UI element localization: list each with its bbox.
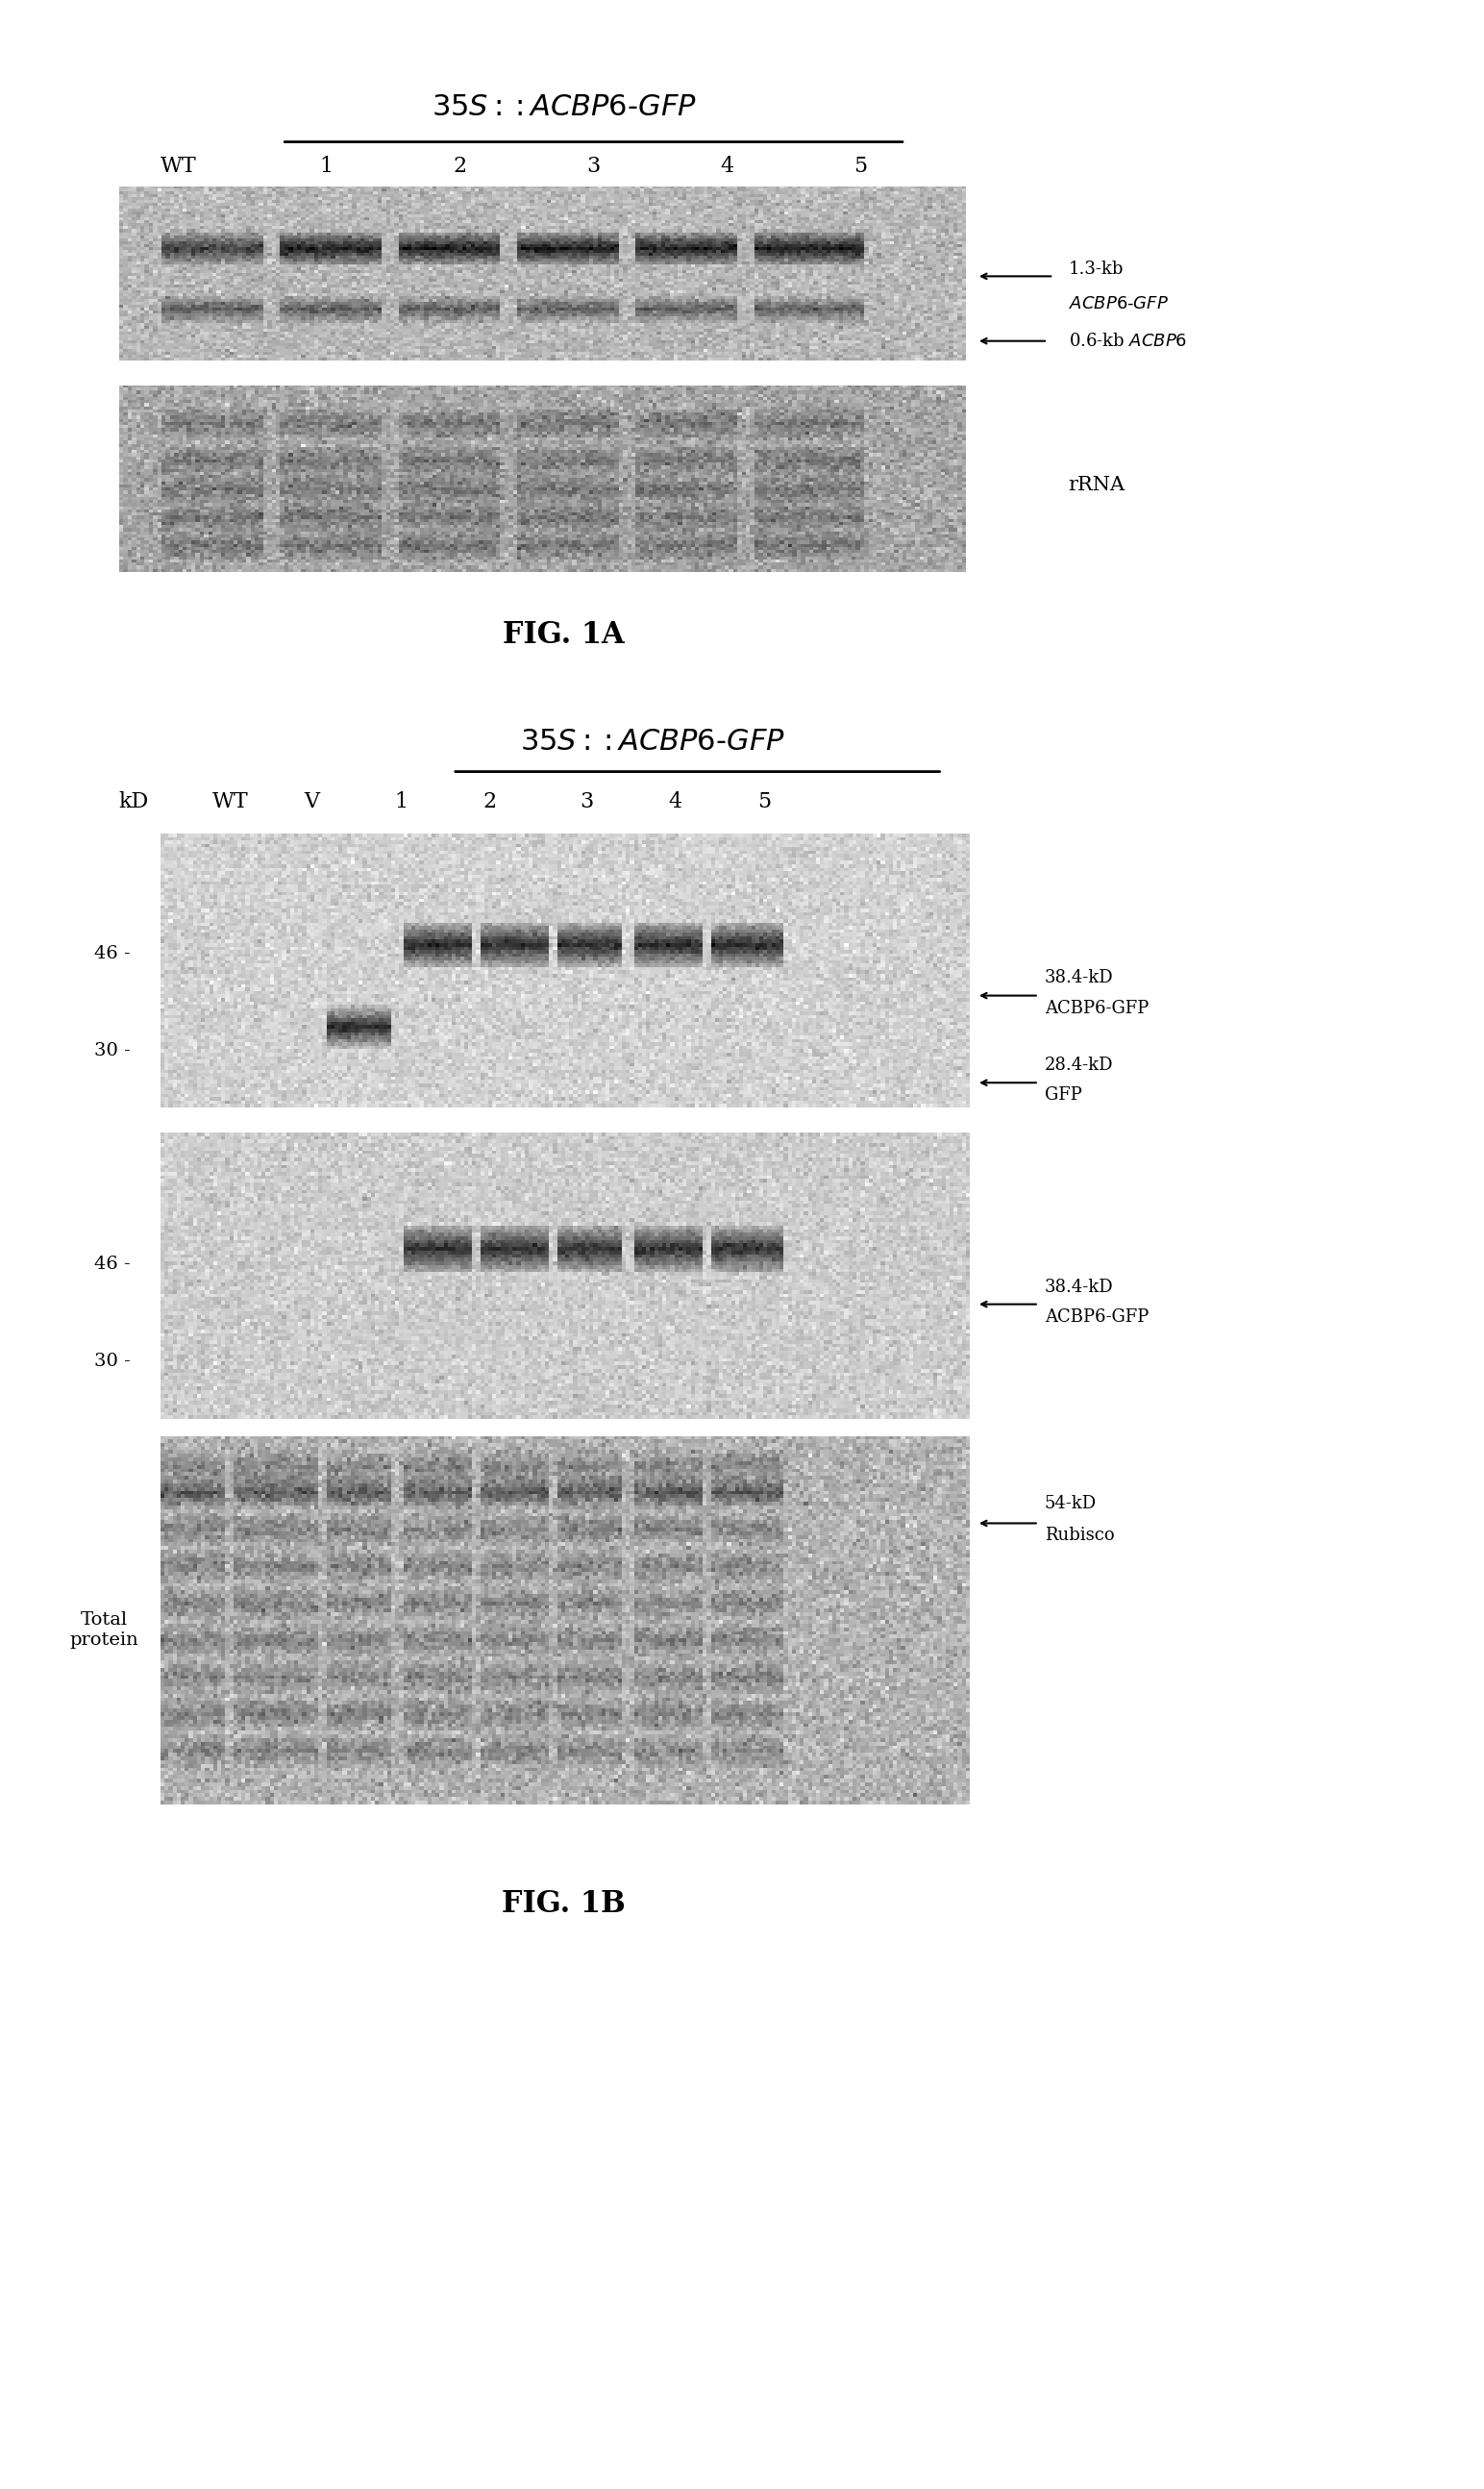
Text: 3: 3 (579, 792, 594, 811)
Text: GFP: GFP (1045, 1088, 1082, 1103)
Text: 46 -: 46 - (95, 946, 131, 961)
Text: 28.4-kD: 28.4-kD (1045, 1058, 1113, 1073)
Text: 2: 2 (453, 157, 467, 177)
Text: FIG. 1B: FIG. 1B (502, 1889, 626, 1919)
Text: WT: WT (160, 157, 196, 177)
Text: 4: 4 (668, 792, 683, 811)
Text: 5: 5 (757, 792, 772, 811)
Text: 46 -: 46 - (95, 1257, 131, 1272)
Text: rRNA: rRNA (1068, 475, 1125, 495)
Text: Rubisco: Rubisco (1045, 1528, 1114, 1543)
Text: 1: 1 (319, 157, 334, 177)
Text: 5: 5 (853, 157, 868, 177)
Text: 1: 1 (393, 792, 408, 811)
Text: ACBP6-GFP: ACBP6-GFP (1045, 1001, 1149, 1016)
Text: Total
protein: Total protein (70, 1613, 138, 1648)
Text: 38.4-kD: 38.4-kD (1045, 971, 1113, 986)
Text: V: V (304, 792, 319, 811)
Text: kD: kD (119, 792, 148, 811)
Text: 0.6-kb $\mathit{ACBP6}$: 0.6-kb $\mathit{ACBP6}$ (1068, 334, 1187, 348)
Text: $\mathit{35S::ACBP6\text{-}GFP}$: $\mathit{35S::ACBP6\text{-}GFP}$ (432, 92, 696, 122)
Text: 30 -: 30 - (95, 1043, 131, 1058)
Text: 3: 3 (586, 157, 601, 177)
Text: $\mathit{ACBP6\text{-}GFP}$: $\mathit{ACBP6\text{-}GFP}$ (1068, 296, 1168, 311)
Text: 2: 2 (482, 792, 497, 811)
Text: 30 -: 30 - (95, 1354, 131, 1369)
Text: 54-kD: 54-kD (1045, 1496, 1097, 1511)
Text: ACBP6-GFP: ACBP6-GFP (1045, 1309, 1149, 1324)
Text: WT: WT (212, 792, 248, 811)
Text: 4: 4 (720, 157, 735, 177)
Text: FIG. 1A: FIG. 1A (503, 620, 625, 650)
Text: 38.4-kD: 38.4-kD (1045, 1279, 1113, 1294)
Text: $\mathit{35S::ACBP6\text{-}GFP}$: $\mathit{35S::ACBP6\text{-}GFP}$ (521, 727, 785, 757)
Text: 1.3-kb: 1.3-kb (1068, 261, 1123, 276)
